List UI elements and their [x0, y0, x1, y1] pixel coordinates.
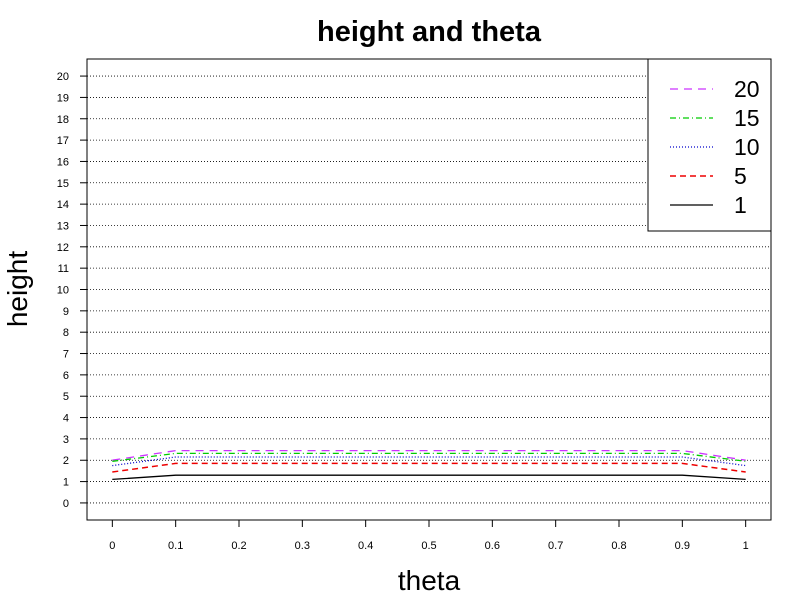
y-tick-label: 5	[63, 391, 69, 403]
series-line-10	[112, 456, 746, 467]
y-tick-label: 19	[57, 92, 69, 104]
x-tick-label: 0.2	[231, 540, 246, 552]
legend-label-5: 5	[734, 163, 747, 189]
y-tick-label: 12	[57, 242, 69, 254]
y-tick-label: 17	[57, 135, 69, 147]
x-tick-label: 0.3	[295, 540, 310, 552]
y-tick-label: 1	[63, 477, 69, 489]
x-tick-label: 0.1	[168, 540, 183, 552]
legend: 20 15 10 5 1	[647, 58, 772, 232]
series-line-5	[112, 462, 746, 473]
y-tick-label: 18	[57, 114, 69, 126]
y-tick-label: 11	[58, 263, 69, 275]
x-tick-label: 0.7	[548, 540, 563, 552]
legend-box	[647, 58, 772, 232]
series-line-1	[112, 474, 746, 481]
legend-label-20: 20	[734, 76, 760, 102]
y-tick-label: 2	[63, 455, 69, 467]
x-tick-label: 1	[743, 540, 749, 552]
series-line-15	[112, 452, 746, 462]
legend-label-1: 1	[734, 192, 747, 218]
y-tick-label: 6	[63, 370, 69, 382]
x-tick-label: 0.5	[421, 540, 436, 552]
y-tick-label: 13	[57, 220, 69, 232]
y-tick-label: 8	[63, 327, 69, 339]
x-tick-label: 0.4	[358, 540, 373, 552]
x-tick-label: 0.6	[485, 540, 500, 552]
y-tick-label: 16	[57, 156, 69, 168]
y-axis-label: height	[2, 251, 33, 328]
y-tick-label: 4	[63, 413, 69, 425]
chart-title: height and theta	[317, 16, 542, 48]
x-tick-label: 0.8	[611, 540, 626, 552]
series-line-20	[112, 449, 746, 461]
y-tick-label: 20	[57, 71, 69, 83]
y-tick-label: 3	[63, 434, 69, 446]
y-tick-label: 7	[63, 349, 69, 361]
y-tick-label: 0	[63, 498, 69, 510]
x-tick-label: 0	[109, 540, 115, 552]
y-tick-label: 15	[57, 178, 69, 190]
series-lines	[112, 449, 746, 481]
legend-label-10: 10	[734, 134, 760, 160]
y-tick-label: 10	[57, 285, 69, 297]
y-tick-label: 9	[63, 306, 69, 318]
x-tick-label: 0.9	[675, 540, 690, 552]
x-axis-label: theta	[398, 565, 461, 596]
y-tick-label: 14	[57, 199, 69, 211]
x-axis: 0 0.1 0.2 0.3 0.4 0.5 0.6 0.7 0.8 0.9 1	[109, 520, 749, 552]
legend-label-15: 15	[734, 105, 760, 131]
